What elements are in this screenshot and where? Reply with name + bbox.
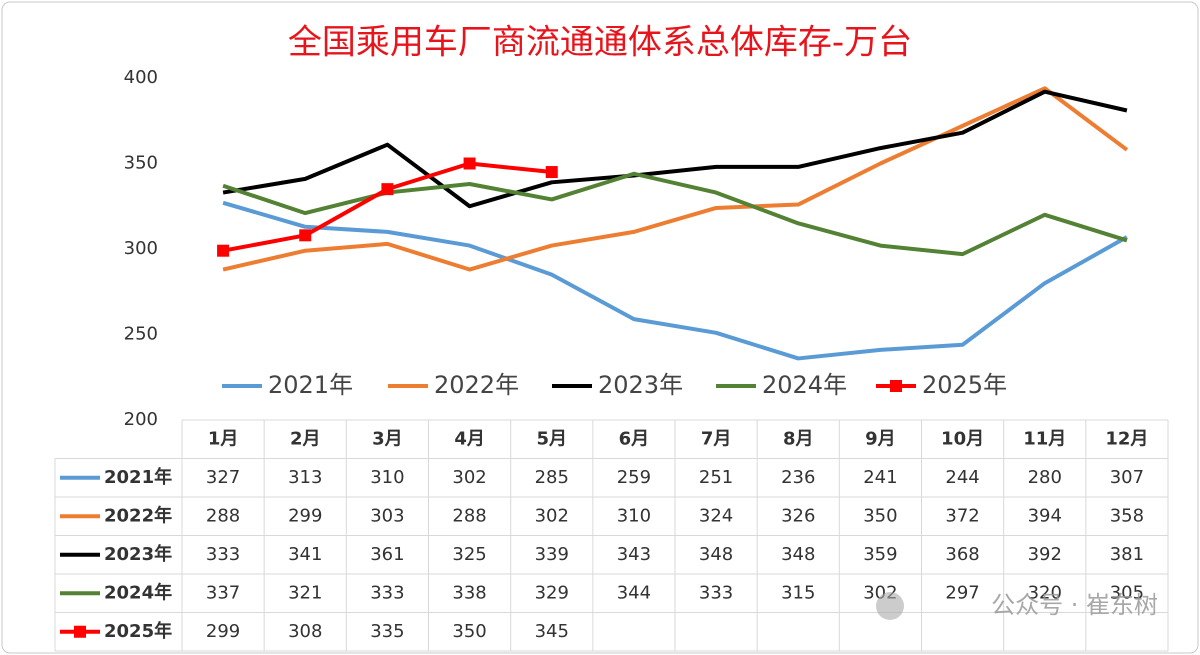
legend-label: 2022年 [434,371,519,399]
watermark: 公众号 · 崔东树 [991,591,1158,619]
watermark-icon [876,592,904,620]
table-cell: 307 [1110,467,1144,488]
table-cell: 392 [1028,544,1062,565]
table-cell: 333 [699,582,733,603]
legend-label: 2021年 [268,371,353,399]
table-cell: 315 [781,582,815,603]
table-cell: 302 [535,505,569,526]
table-cell: 348 [699,544,733,565]
table-cell: 310 [370,467,404,488]
point-marker [299,229,312,242]
table-cell: 244 [945,467,979,488]
table-cell: 361 [370,544,404,565]
point-marker [463,157,476,170]
legend-marker [890,380,902,392]
table-cell: 288 [206,505,240,526]
table-cell: 359 [863,544,897,565]
table-cell: 321 [288,582,322,603]
x-tick-label: 3月 [372,428,403,449]
x-tick-label: 6月 [619,428,650,449]
table-cell: 344 [617,582,651,603]
table-cell: 339 [535,544,569,565]
table-cell: 394 [1028,505,1062,526]
table-cell: 236 [781,467,815,488]
point-marker [217,244,230,257]
table-cell: 299 [206,621,240,642]
table-cell: 285 [535,467,569,488]
y-tick-label: 350 [124,153,158,174]
x-tick-label: 1月 [208,428,239,449]
table-row-label: 2022年 [104,504,172,526]
point-marker [381,183,394,196]
table-cell: 310 [617,505,651,526]
table-cell: 325 [452,544,486,565]
table-cell: 327 [206,467,240,488]
x-tick-label: 12月 [1105,428,1148,449]
table-row-label: 2021年 [104,466,172,488]
table-cell: 303 [370,505,404,526]
table-cell: 337 [206,582,240,603]
legend-label: 2023年 [598,371,683,399]
series-line [222,86,1129,272]
table-cell: 368 [945,544,979,565]
table-cell: 297 [945,582,979,603]
table-cell: 329 [535,582,569,603]
series-line [222,200,1128,361]
table-cell: 333 [206,544,240,565]
y-tick-label: 400 [124,67,158,88]
point-marker [545,166,558,179]
table-cell: 259 [617,467,651,488]
table-cell: 299 [288,505,322,526]
x-tick-label: 4月 [454,428,485,449]
table-cell: 302 [452,467,486,488]
table-cell: 381 [1110,544,1144,565]
table-cell: 338 [452,582,486,603]
table-cell: 335 [370,621,404,642]
chart-title: 全国乘用车厂商流通通体系总体库存-万台 [288,23,912,63]
x-tick-label: 8月 [783,428,814,449]
table-row-label: 2024年 [104,581,172,603]
table-cell: 308 [288,621,322,642]
y-tick-label: 200 [124,409,158,430]
table-cell: 372 [945,505,979,526]
table-cell: 343 [617,544,651,565]
series-line [222,89,1128,209]
table-row-label: 2023年 [104,543,172,565]
table-cell: 350 [863,505,897,526]
x-tick-label: 2月 [290,428,321,449]
table-cell: 350 [452,621,486,642]
legend-label: 2024年 [762,371,847,399]
x-tick-label: 10月 [941,428,984,449]
table-cell: 324 [699,505,733,526]
table-row-label: 2025年 [104,620,172,642]
table-cell: 348 [781,544,815,565]
table-cell: 241 [863,467,897,488]
table-cell: 305 [1110,582,1144,603]
y-tick-label: 300 [124,238,158,259]
table-cell: 358 [1110,505,1144,526]
table-cell: 326 [781,505,815,526]
table-cell: 320 [1028,582,1062,603]
table-legend-marker [74,625,86,638]
table-cell: 345 [535,621,569,642]
x-tick-label: 11月 [1023,428,1066,449]
table-cell: 333 [370,582,404,603]
x-tick-label: 9月 [865,428,896,449]
y-tick-label: 250 [124,324,158,345]
x-tick-label: 5月 [536,428,567,449]
table-cell: 280 [1028,467,1062,488]
table-cell: 288 [452,505,486,526]
x-tick-label: 7月 [701,428,732,449]
legend-label: 2025年 [922,371,1007,399]
table-cell: 251 [699,467,733,488]
table-cell: 341 [288,544,322,565]
table-cell: 313 [288,467,322,488]
